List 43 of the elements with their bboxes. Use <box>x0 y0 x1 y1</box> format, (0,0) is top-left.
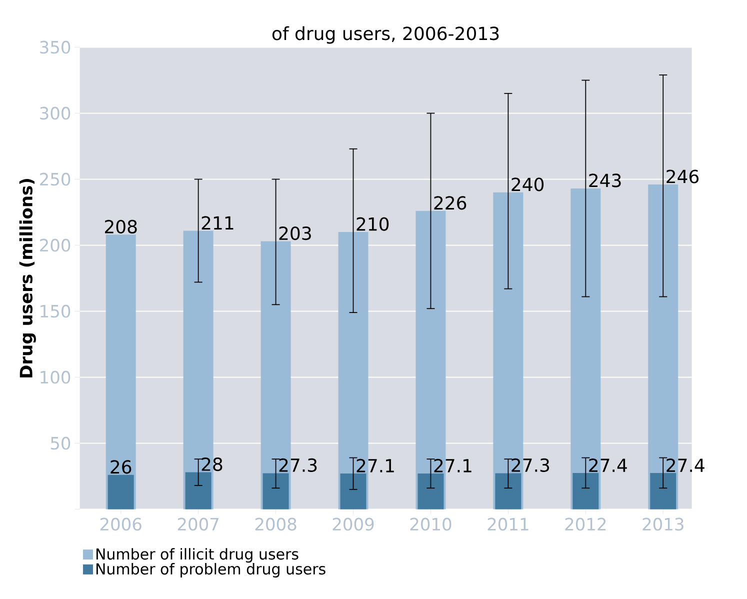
x-tick-label: 2006 <box>100 518 142 531</box>
bar <box>572 473 599 510</box>
chart-title: of drug users, 2006-2013 <box>272 26 499 44</box>
y-tick-label: 250 <box>40 172 70 186</box>
data-label: 27.1 <box>356 458 394 472</box>
y-tick-label: 300 <box>40 106 70 120</box>
x-tick-label: 2013 <box>642 518 684 531</box>
x-tick-label: 2008 <box>255 518 296 531</box>
x-tick-label: 2009 <box>332 518 374 531</box>
legend-label: Number of illicit drug users <box>96 548 298 563</box>
data-label: 27.1 <box>434 458 472 472</box>
y-tick-label: 200 <box>40 238 70 252</box>
bar <box>108 474 134 510</box>
legend-label: Number of problem drug users <box>96 562 326 578</box>
y-tick-label: 350 <box>40 40 70 54</box>
bar <box>262 473 289 510</box>
data-label: 27.3 <box>279 458 317 472</box>
bar <box>185 472 212 510</box>
data-label: 210 <box>356 217 389 231</box>
data-label: 208 <box>104 220 137 234</box>
data-label: 211 <box>202 216 234 230</box>
y-tick-label: 150 <box>40 304 70 318</box>
data-label: 27.4 <box>589 458 627 472</box>
bar <box>418 473 444 510</box>
data-label: 246 <box>666 170 699 184</box>
data-label: 203 <box>279 226 311 240</box>
data-label: 27.4 <box>666 458 704 472</box>
data-label: 28 <box>202 457 222 472</box>
bar <box>340 473 366 510</box>
data-label: 27.3 <box>512 458 550 472</box>
data-label: 226 <box>434 196 466 210</box>
data-label: 240 <box>512 178 544 192</box>
y-tick-label: 50 <box>50 436 70 450</box>
bar <box>650 473 676 510</box>
data-label: 243 <box>589 174 621 188</box>
data-label: 26 <box>110 460 132 474</box>
x-tick-label: 2010 <box>410 518 452 531</box>
x-tick-label: 2012 <box>565 518 606 531</box>
x-tick-label: 2007 <box>178 518 218 531</box>
y-axis-title: Drug users (millions) <box>19 179 36 378</box>
bar <box>495 473 522 510</box>
y-tick-label: 100 <box>40 370 70 384</box>
x-tick-label: 2011 <box>488 518 528 531</box>
